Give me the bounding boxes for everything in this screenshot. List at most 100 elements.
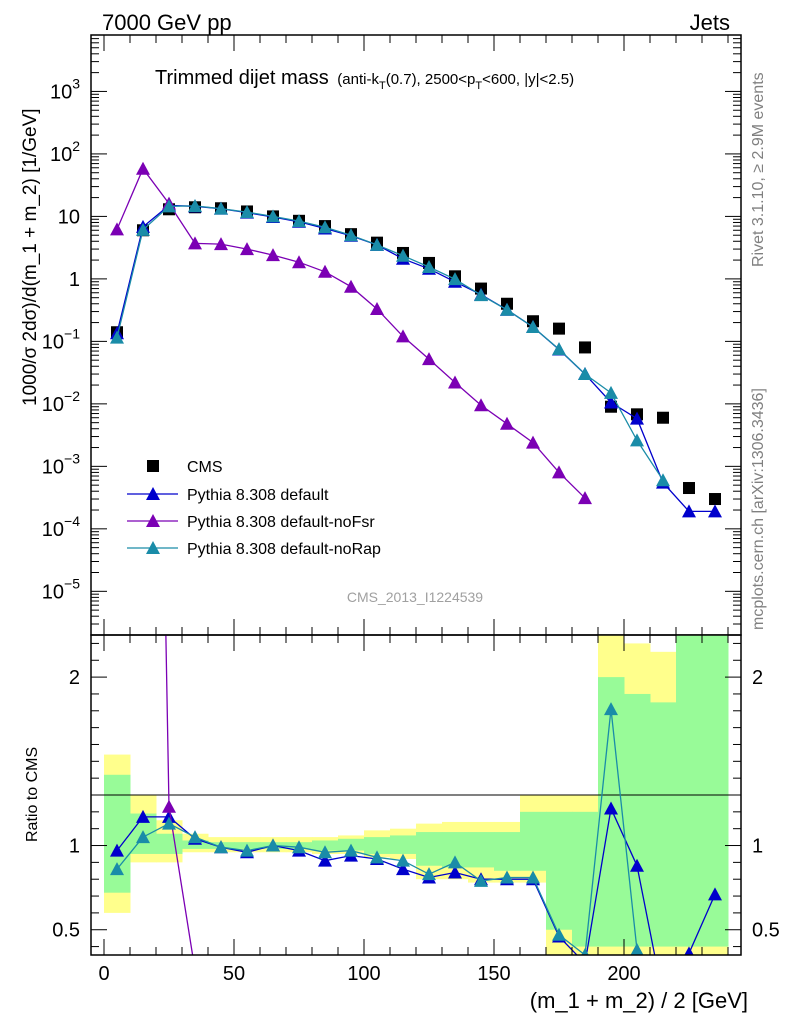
xtick-label: 50 [223, 963, 245, 985]
ratio-point-pythia-8-308-default-nofsr [500, 1005, 514, 1018]
ratio-point-pythia-8-308-default-norap [110, 862, 124, 876]
band-green [546, 811, 573, 930]
chart-title-suffix: <600, |y|<2.5) [482, 71, 574, 88]
ratio-point-pythia-8-308-default [318, 853, 332, 867]
main-ytick-label-base: 10 [50, 81, 72, 103]
ratio-point-pythia-8-308-default [604, 801, 618, 815]
ratio-line-pythia-8-308-default-norap [116, 709, 641, 955]
legend-marker-cms [147, 460, 159, 472]
main-ytick-label: 10−2 [42, 388, 80, 416]
ratio-point-pythia-8-308-default-norap [188, 830, 202, 844]
legend-label-norap: Pythia 8.308 default-noRap [187, 541, 381, 558]
ratio-point-pythia-8-308-default-norap [448, 855, 462, 869]
ratio-ytick-label-right: 0.5 [752, 920, 780, 942]
point-pythia-8-308-default-nofsr [344, 279, 358, 293]
main-ytick-label-exp: 2 [72, 138, 80, 154]
point-cms [709, 493, 721, 506]
band-green [572, 811, 599, 947]
main-ytick-label: 1 [69, 269, 80, 291]
point-pythia-8-308-default-norap [214, 201, 228, 215]
side-labels: Rivet 3.1.10, ≥ 2.9M events mcplots.cern… [750, 72, 767, 630]
band-green [520, 811, 547, 871]
main-ytick-label-base: 10 [42, 331, 64, 353]
ratio-point-pythia-8-308-default-nofsr [396, 999, 410, 1012]
chart-title-mid: (0.7), 2500<p [386, 71, 476, 88]
legend-item-norap: Pythia 8.308 default-noRap [127, 541, 381, 558]
xtick-label: 150 [477, 963, 510, 985]
main-ytick-label-exp: −1 [64, 325, 80, 341]
ratio-series-layer [110, 635, 722, 1018]
ratio-point-pythia-8-308-default-norap [604, 702, 618, 716]
main-ytick-label-exp: −3 [64, 450, 80, 466]
main-ytick-label-exp: −2 [64, 388, 80, 404]
xtick-label: 100 [347, 963, 380, 985]
point-cms [683, 482, 695, 495]
legend-marker-norap [146, 541, 160, 554]
ratio-ytick-label: 1 [69, 836, 80, 858]
main-ytick-label-base: 10 [42, 456, 64, 478]
ratio-point-pythia-8-308-default-nofsr [370, 992, 384, 1005]
point-pythia-8-308-default-nofsr [396, 329, 410, 343]
point-pythia-8-308-default-norap [318, 220, 332, 234]
main-ytick-label-base: 10 [50, 144, 72, 166]
main-ytick-label: 102 [50, 138, 80, 166]
band-green [624, 693, 651, 947]
ratio-point-pythia-8-308-default-norap [136, 830, 150, 844]
point-pythia-8-308-default-norap [162, 199, 176, 213]
point-pythia-8-308-default-nofsr [422, 352, 436, 366]
point-pythia-8-308-default-norap [422, 259, 436, 273]
main-ytick-label-base: 10 [42, 581, 64, 603]
series-line-pythia-8-308-default-nofsr [116, 167, 586, 499]
header-right: Jets [690, 10, 730, 35]
chart-title-main: Trimmed dijet mass [155, 67, 329, 89]
ratio-ytick-label: 2 [69, 667, 80, 689]
ratio-panel: 0.5 0.5 1 1 2 2 0 50 100 150 200 Ratio to CMS (m_1… [24, 634, 780, 1018]
legend-label-default: Pythia 8.308 default [187, 487, 329, 504]
point-pythia-8-308-default-norap [266, 209, 280, 223]
point-pythia-8-308-default-nofsr [136, 161, 150, 175]
series-line-pythia-8-308-default-norap [116, 205, 664, 481]
chart-title-sub1: T [379, 80, 386, 92]
main-ytick-label-base: 1 [69, 269, 80, 291]
point-pythia-8-308-default-nofsr [448, 375, 462, 389]
point-pythia-8-308-default-nofsr [214, 237, 228, 251]
watermark: CMS_2013_I1224539 [347, 589, 483, 605]
header-left: 7000 GeV pp [102, 10, 232, 35]
ratio-point-pythia-8-308-default-norap [162, 816, 176, 830]
xlabel: (m_1 + m_2) / 2 [GeV] [530, 988, 748, 1013]
ratio-point-pythia-8-308-default [684, 946, 694, 955]
point-pythia-8-308-default-nofsr [552, 465, 566, 479]
xtick-label: 0 [98, 963, 109, 985]
point-pythia-8-308-default-nofsr [292, 255, 306, 269]
point-pythia-8-308-default-norap [136, 222, 150, 236]
ratio-point-pythia-8-308-default-nofsr [344, 983, 358, 996]
main-ytick-label-exp: 3 [72, 75, 80, 91]
main-ytick-label-exp: −4 [64, 513, 80, 529]
band-green [416, 832, 443, 866]
ratio-point-pythia-8-308-default-nofsr [266, 967, 280, 980]
ratio-point-pythia-8-308-default-norap [581, 948, 589, 955]
point-pythia-8-308-default-nofsr [188, 236, 202, 250]
point-pythia-8-308-default-nofsr [526, 435, 540, 449]
ratio-point-pythia-8-308-default [136, 809, 150, 823]
ratio-point-pythia-8-308-default-norap [630, 942, 644, 955]
main-ytick-label-base: 10 [42, 394, 64, 416]
ratio-point-pythia-8-308-default-norap [500, 870, 514, 884]
point-pythia-8-308-default-nofsr [240, 242, 254, 256]
ratio-point-pythia-8-308-default-nofsr [448, 1004, 462, 1017]
point-pythia-8-308-default-nofsr [578, 491, 592, 505]
point-pythia-8-308-default [630, 411, 644, 425]
legend-label-nofsr: Pythia 8.308 default-noFsr [187, 514, 375, 531]
point-pythia-8-308-default-norap [578, 367, 592, 381]
ratio-point-pythia-8-308-default-norap [552, 927, 566, 941]
ratio-point-pythia-8-308-default [448, 865, 462, 879]
chart-title-prefix: (anti-k [337, 71, 379, 88]
point-pythia-8-308-default-norap [292, 214, 306, 228]
point-pythia-8-308-default-norap [448, 272, 462, 286]
ratio-point-pythia-8-308-default-norap [240, 843, 254, 857]
point-pythia-8-308-default-norap [240, 205, 254, 219]
ratio-point-pythia-8-308-default [630, 858, 644, 872]
point-pythia-8-308-default [604, 395, 618, 409]
ratio-point-pythia-8-308-default-norap [370, 850, 384, 864]
xtick-label: 200 [607, 963, 640, 985]
